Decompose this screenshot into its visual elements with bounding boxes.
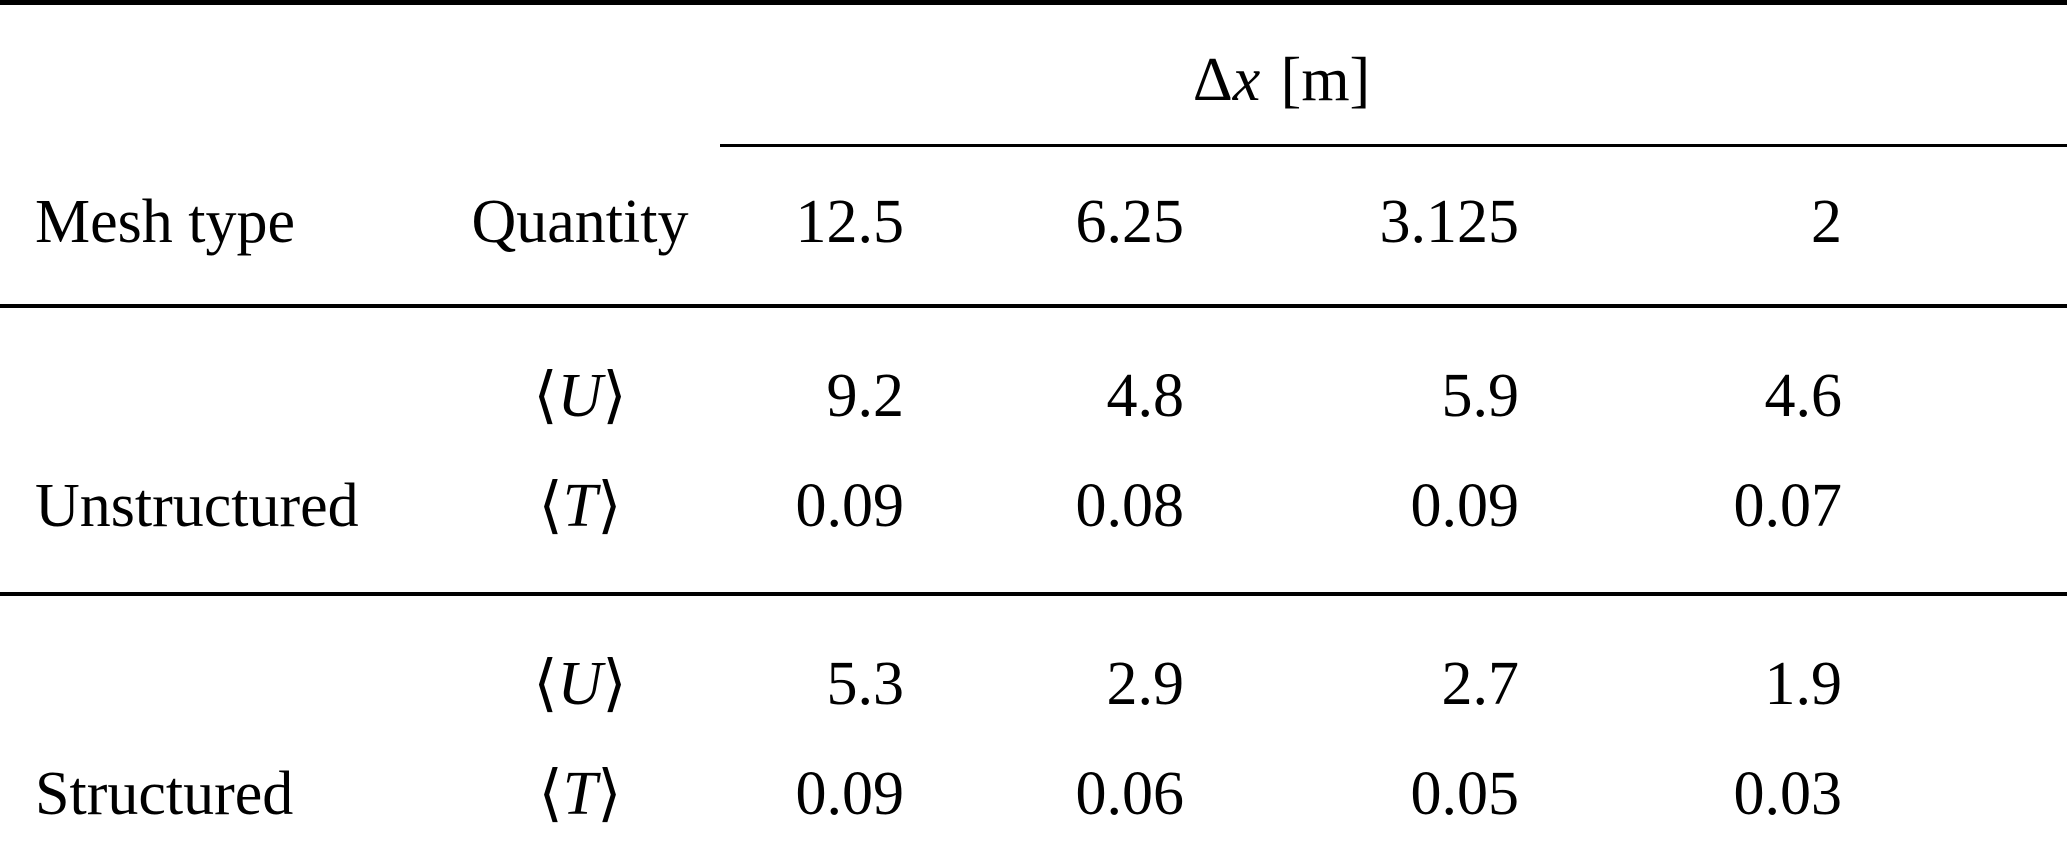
angle-open: ⟨ [538,468,563,541]
table-row: ⟨U⟩ 9.2 4.8 5.9 4.6 [0,306,2067,450]
quantity-cell: ⟨T⟩ [440,450,720,596]
angle-close: ⟩ [597,756,622,829]
table-header: Δx [m] Mesh type Quantity 12.5 6.25 3.125… [0,2,2067,308]
quantity-symbol: U [557,362,603,430]
quantity-symbol: T [562,472,598,540]
quantity-cell: ⟨U⟩ [440,306,720,450]
angle-open: ⟨ [538,756,563,829]
mesh-type-cell [0,306,440,450]
spanning-header-row: Δx [m] [0,2,2067,147]
value-cell: 4.6 [1764,362,1843,430]
angle-close: ⟩ [602,358,627,431]
unit-label: [m] [1280,46,1371,114]
value-cell: 0.09 [720,450,905,596]
angle-open: ⟨ [533,358,558,431]
dx-spanning-header: Δx [m] [720,2,2067,147]
table-row: Unstructured ⟨T⟩ 0.09 0.08 0.09 0.07 [0,450,2067,596]
table-row: ⟨U⟩ 5.3 2.9 2.7 1.9 [0,594,2067,738]
angle-close: ⟩ [597,468,622,541]
value-cell: 9.2 [826,362,905,430]
value-cell: 5.9 [1441,362,1520,430]
x-variable: x [1232,46,1261,114]
quantity-symbol: U [557,650,603,718]
header-dx-col-4: 2 [1520,145,2067,308]
delta-symbol: Δ [1192,46,1233,114]
mesh-type-cell [0,594,440,738]
header-quantity: Quantity [440,145,720,308]
quantity-cell: ⟨T⟩ [440,738,720,857]
header-mesh-type: Mesh type [0,145,440,308]
angle-open: ⟨ [533,646,558,719]
value-cell: 0.06 [1075,760,1185,828]
value-cell: 0.05 [1410,760,1520,828]
mesh-type-cell: Structured [35,760,294,828]
group-structured: ⟨U⟩ 5.3 2.9 2.7 1.9 Structured ⟨T⟩ 0.09 … [0,594,2067,857]
value-cell: 4.8 [1106,362,1185,430]
quantity-cell: ⟨U⟩ [440,594,720,738]
value-cell: 0.03 [1733,760,1843,828]
value-cell: 2.7 [1441,650,1520,718]
value-cell: 0.07 [1520,450,2067,596]
column-header-row: Mesh type Quantity 12.5 6.25 3.125 2 [0,145,2067,308]
header-dx-col-1: 12.5 [720,145,905,308]
value-cell: 1.9 [1764,650,1843,718]
value-cell: 5.3 [826,650,905,718]
angle-close: ⟩ [602,646,627,719]
header-dx-col-3: 3.125 [1185,145,1520,308]
value-cell: 2.9 [1106,650,1185,718]
quantity-symbol: T [562,760,598,828]
table-row: Structured ⟨T⟩ 0.09 0.06 0.05 0.03 [0,738,2067,857]
value-cell: 0.09 [1185,450,1520,596]
header-dx-col-2: 6.25 [905,145,1185,308]
spacer-cell [0,3,720,146]
group-unstructured: ⟨U⟩ 9.2 4.8 5.9 4.6 Unstructured ⟨T⟩ 0.0… [0,306,2067,596]
value-cell: 0.09 [795,760,905,828]
value-cell: 0.08 [905,450,1185,596]
mesh-type-cell: Unstructured [0,450,440,596]
